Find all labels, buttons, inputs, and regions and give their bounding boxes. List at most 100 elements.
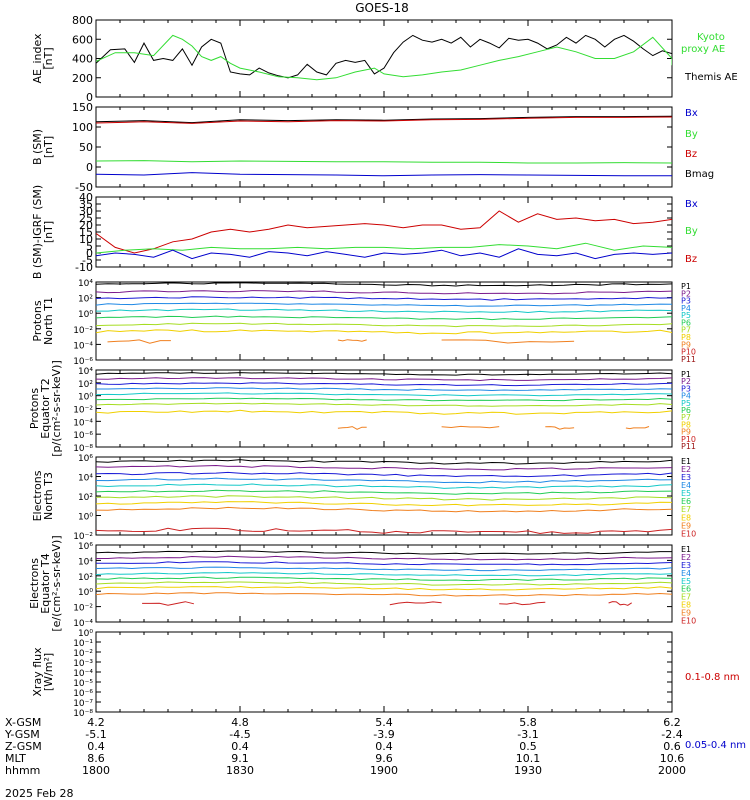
y-tick-label: -5	[82, 254, 93, 267]
channel-label-p11: P11	[681, 355, 696, 364]
channel-label-e1: E1	[681, 457, 691, 466]
channel-line-e1	[96, 459, 672, 465]
channel-line-e9	[96, 506, 672, 513]
channel-label-e3: E3	[681, 473, 691, 482]
y-tick-label: 10⁻⁶	[73, 431, 93, 441]
y-axis-label: [nT]	[42, 47, 55, 69]
channel-line-p5	[96, 392, 672, 397]
channel-label-e1: E1	[681, 545, 691, 554]
channel-label-p5: P5	[681, 399, 691, 408]
channel-line-p9	[625, 426, 650, 430]
series-line-bz	[96, 116, 672, 124]
footer-value: 0.4	[87, 740, 105, 753]
y-axis-label: Xray flux	[31, 647, 44, 697]
channel-label-e5: E5	[681, 577, 691, 586]
channel-line-e10	[499, 601, 546, 606]
y-tick-label: 10⁴	[78, 474, 93, 484]
series-line-bz	[96, 210, 672, 254]
series-line-by	[96, 242, 672, 254]
legend-label: Bx	[685, 108, 698, 119]
legend-label: By	[685, 226, 698, 237]
y-tick-label: 10⁻⁴	[73, 669, 93, 679]
y-tick-label: -50	[75, 181, 93, 194]
y-tick-label: 0	[86, 91, 93, 104]
channel-line-p1	[96, 282, 672, 287]
channel-label-p2: P2	[681, 377, 691, 386]
plot-title: GOES-18	[355, 1, 409, 15]
y-axis-label: B (SM)-IGRF (SM)	[31, 185, 44, 279]
channel-label-e9: E9	[681, 521, 691, 530]
y-tick-label: 10²	[78, 493, 93, 503]
footer-row: MLT 8.6 9.1 9.6 10.1 10.6	[5, 752, 684, 765]
legend-label: 0.05-0.4 nm	[685, 740, 746, 751]
y-axis-label: Protons	[28, 388, 41, 429]
y-tick-label: 10⁴	[78, 557, 93, 567]
channel-line-e7	[96, 581, 672, 586]
series-line-themis-ae	[96, 34, 672, 79]
channel-label-e6: E6	[681, 585, 691, 594]
y-tick-label: 10⁰	[78, 310, 93, 320]
panel-frame	[95, 631, 673, 713]
y-axis-label: Electrons	[28, 558, 41, 609]
channel-line-e9	[96, 592, 672, 597]
channel-label-p9: P9	[681, 340, 691, 349]
channel-label-e10: E10	[681, 616, 696, 625]
y-tick-label: 10⁻⁷	[73, 699, 93, 709]
y-tick-label: 10²	[78, 380, 93, 390]
footer-value: 0.6	[663, 740, 681, 753]
y-tick-label: 10⁻⁴	[73, 418, 93, 428]
channel-label-p1: P1	[681, 282, 691, 291]
footer-row: Y-GSM -5.1 -4.5 -3.9 -3.1 -2.4	[4, 728, 683, 741]
y-axis-label: Protons	[31, 300, 44, 341]
footer-value: 6.2	[663, 716, 681, 729]
channel-line-p5	[96, 308, 672, 314]
footer-row: X-GSM 4.2 4.8 5.4 5.8 6.2	[5, 716, 681, 729]
y-axis-label: Equator T2	[39, 378, 52, 438]
channel-line-p6	[96, 397, 672, 402]
y-tick-label: 10⁻²	[73, 649, 93, 659]
channel-line-p8	[96, 329, 672, 335]
channel-line-e8	[96, 501, 672, 507]
channel-line-p8	[96, 409, 672, 415]
channel-line-e5	[96, 483, 672, 489]
channel-line-e2	[96, 555, 672, 561]
y-tick-label: 10⁻⁴	[73, 619, 93, 629]
y-tick-label: 10²	[78, 295, 93, 305]
channel-label-e10: E10	[681, 529, 696, 538]
channel-label-e3: E3	[681, 561, 691, 570]
channel-label-p8: P8	[681, 333, 691, 342]
channel-label-p1: P1	[681, 370, 691, 379]
series-line-kyoto-proxy-ae	[96, 34, 672, 81]
footer-value: 1930	[514, 764, 542, 777]
panel-frame	[95, 369, 673, 448]
channel-label-e4: E4	[681, 481, 691, 490]
y-tick-label: 10⁻²	[73, 406, 93, 416]
y-tick-label: 50	[79, 141, 93, 154]
channel-line-e3	[96, 471, 672, 478]
channel-label-e5: E5	[681, 489, 691, 498]
legend-label: Bz	[685, 254, 697, 265]
legend-label: 0.1-0.8 nm	[685, 672, 740, 683]
channel-line-p7	[96, 402, 672, 407]
footer-value: -5.1	[85, 728, 106, 741]
channel-label-p4: P4	[681, 392, 691, 401]
footer-value: 0.4	[375, 740, 393, 753]
y-tick-label: 10⁻⁶	[73, 689, 93, 699]
y-tick-label: 5	[86, 240, 93, 253]
channel-label-p10: P10	[681, 348, 696, 357]
footer-value: 8.6	[87, 752, 105, 765]
channel-label-p11: P11	[681, 442, 696, 451]
channel-label-e2: E2	[681, 465, 691, 474]
footer-value: 1800	[82, 764, 110, 777]
channel-label-e4: E4	[681, 569, 691, 578]
channel-line-e7	[96, 495, 672, 501]
footer-value: 5.4	[375, 716, 393, 729]
y-axis-label: [e/(cm²-s-sr-keV)]	[50, 535, 63, 631]
channel-label-e2: E2	[681, 553, 691, 562]
panel-frame	[95, 19, 673, 98]
legend-label: Themis AE	[684, 72, 738, 83]
footer-value: 2000	[658, 764, 686, 777]
